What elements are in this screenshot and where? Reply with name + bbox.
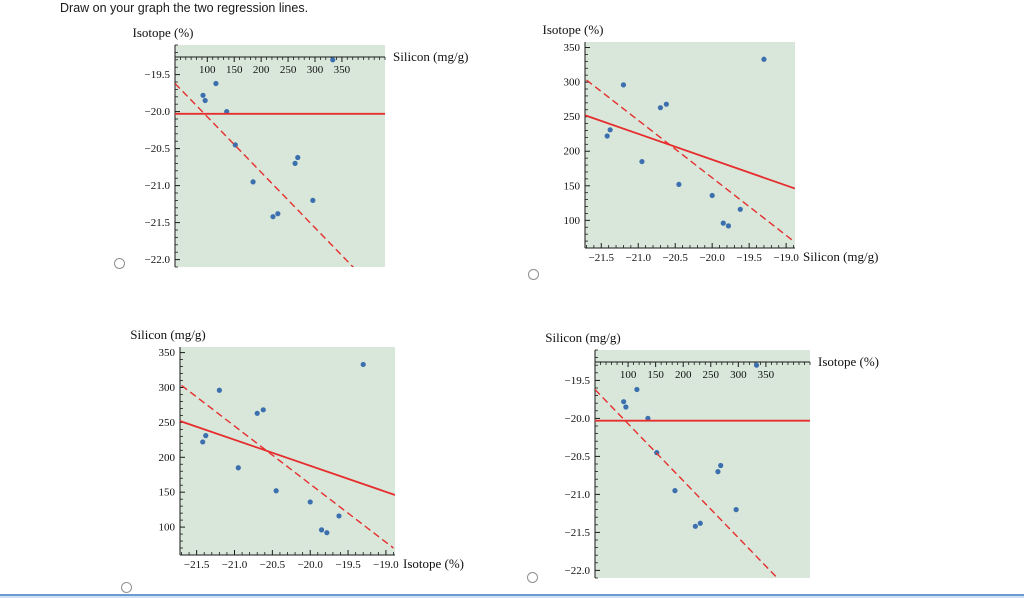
svg-text:−21.5: −21.5 xyxy=(565,527,591,539)
chart-option-d-scatter: 100 150 200 250 300 350 −19.5 −20.0 −20.5 −21.0 −2… xyxy=(545,330,879,579)
svg-text:−20.0: −20.0 xyxy=(699,252,725,264)
svg-text:350: 350 xyxy=(758,369,775,381)
svg-text:−20.5: −20.5 xyxy=(260,559,286,571)
svg-text:200: 200 xyxy=(675,369,692,381)
svg-text:−19.0: −19.0 xyxy=(773,252,799,264)
question-text: Draw on your graph the two regression li… xyxy=(60,1,309,15)
svg-text:−20.0: −20.0 xyxy=(565,413,591,425)
svg-text:−21.5: −21.5 xyxy=(589,252,615,264)
svg-text:150: 150 xyxy=(226,64,243,76)
option-d-radio[interactable] xyxy=(527,572,538,583)
svg-text:−19.0: −19.0 xyxy=(373,559,399,571)
svg-text:−19.5: −19.5 xyxy=(335,559,361,571)
svg-text:350: 350 xyxy=(564,42,581,54)
svg-text:250: 250 xyxy=(703,369,720,381)
svg-text:−20.5: −20.5 xyxy=(662,252,688,264)
svg-text:−20.0: −20.0 xyxy=(145,106,171,118)
svg-text:Silicon (mg/g): Silicon (mg/g) xyxy=(130,327,205,342)
svg-text:Isotope (%): Isotope (%) xyxy=(542,22,603,37)
svg-text:−20.5: −20.5 xyxy=(145,143,171,155)
svg-text:300: 300 xyxy=(730,369,747,381)
svg-text:Silicon (mg/g): Silicon (mg/g) xyxy=(545,330,620,345)
svg-text:200: 200 xyxy=(159,452,176,464)
svg-text:−21.5: −21.5 xyxy=(184,559,210,571)
svg-text:300: 300 xyxy=(159,382,176,394)
svg-text:250: 250 xyxy=(159,417,176,429)
svg-text:350: 350 xyxy=(334,64,351,76)
svg-text:300: 300 xyxy=(307,64,324,76)
svg-text:150: 150 xyxy=(159,487,176,499)
option-a-radio[interactable] xyxy=(114,258,125,269)
svg-text:−19.5: −19.5 xyxy=(565,375,591,387)
svg-text:−22.0: −22.0 xyxy=(565,565,591,577)
svg-text:350: 350 xyxy=(159,347,176,359)
option-c-radio[interactable] xyxy=(121,582,132,593)
svg-text:250: 250 xyxy=(280,64,297,76)
chart-option-b-scatter: −21.5 −21.0 −20.5 −20.0 −19.5 −19.0 100 150 200 2… xyxy=(542,22,878,264)
svg-text:−21.0: −21.0 xyxy=(565,489,591,501)
svg-text:−21.0: −21.0 xyxy=(626,252,652,264)
svg-text:−21.5: −21.5 xyxy=(145,217,171,229)
chart-option-c-scatter: −21.5 −21.0 −20.5 −20.0 −19.5 −19.0 100 150 200 2… xyxy=(130,327,464,571)
svg-text:−19.5: −19.5 xyxy=(145,69,171,81)
svg-text:Silicon (mg/g): Silicon (mg/g) xyxy=(803,249,878,264)
svg-text:Isotope (%): Isotope (%) xyxy=(818,354,879,369)
svg-text:200: 200 xyxy=(564,146,581,158)
svg-text:−22.0: −22.0 xyxy=(145,254,171,266)
svg-text:250: 250 xyxy=(564,111,581,123)
window-bottom-edge xyxy=(0,594,1024,598)
svg-text:Isotope (%): Isotope (%) xyxy=(403,556,464,571)
svg-text:−19.5: −19.5 xyxy=(736,252,762,264)
svg-text:100: 100 xyxy=(564,215,581,227)
chart-option-a-scatter: 100 150 200 250 300 350 −19.5 −20.0 −20.5 −21.0 −2… xyxy=(132,25,468,268)
svg-text:Isotope (%): Isotope (%) xyxy=(132,25,193,40)
svg-text:200: 200 xyxy=(253,64,270,76)
svg-text:100: 100 xyxy=(620,369,637,381)
svg-text:150: 150 xyxy=(647,369,664,381)
svg-text:−20.0: −20.0 xyxy=(297,559,323,571)
svg-text:150: 150 xyxy=(564,180,581,192)
svg-text:−21.0: −21.0 xyxy=(145,180,171,192)
option-b-radio[interactable] xyxy=(528,269,539,280)
svg-text:100: 100 xyxy=(159,522,176,534)
svg-text:−21.0: −21.0 xyxy=(222,559,248,571)
svg-text:100: 100 xyxy=(199,64,216,76)
svg-text:−20.5: −20.5 xyxy=(565,451,591,463)
svg-text:300: 300 xyxy=(564,77,581,89)
svg-text:Silicon (mg/g): Silicon (mg/g) xyxy=(393,49,468,64)
